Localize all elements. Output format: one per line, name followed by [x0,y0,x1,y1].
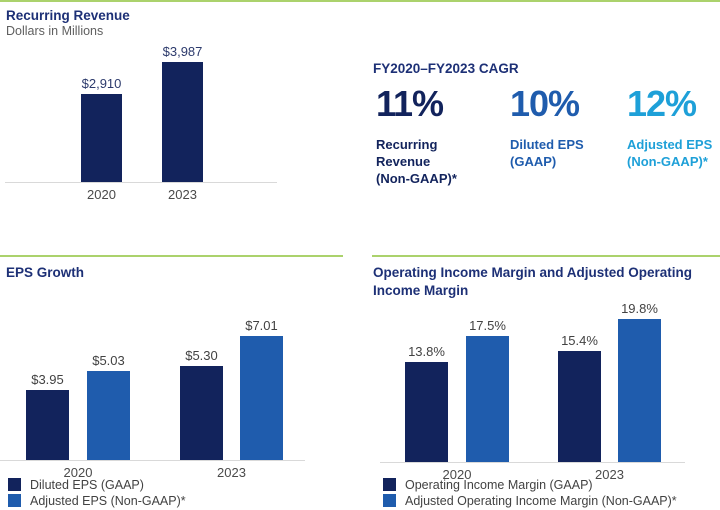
eps-growth-bar-2020-s1 [87,371,130,460]
eps-growth-legend-item: Diluted EPS (GAAP) [8,477,186,492]
cagr-stat-2: 12% Adjusted EPS (Non-GAAP)* [627,86,712,170]
cagr-stat-1: 10% Diluted EPS (GAAP) [510,86,584,170]
eps-growth-value-label: $3.95 [31,372,64,387]
eps-growth-axis-label-2023: 2023 [217,465,246,480]
separator-line-right [372,255,720,257]
eps-growth-bar-2023-s0 [180,366,223,460]
legend-item-label: Adjusted EPS (Non-GAAP)* [30,493,186,508]
recurring-revenue-bar-2023 [162,62,203,182]
cagr-stat-value: 10% [510,83,580,124]
operating-margin-plot-area: 13.8% 17.5% 2020 15.4% 19.8% 2023 [380,301,685,482]
legend-swatch-icon [8,478,21,491]
legend-swatch-icon [383,494,396,507]
legend-item-label: Operating Income Margin (GAAP) [405,477,593,492]
recurring-revenue-axis-label-2020: 2020 [87,187,116,202]
operating-margin-axis-label-2023: 2023 [595,467,624,482]
cagr-stat-label: Diluted EPS (GAAP) [510,137,584,169]
operating-margin-axis-label-2020: 2020 [442,467,472,482]
operating-margin-title: Operating Income Margin and Adjusted Ope… [373,265,693,298]
eps-growth-legend: Diluted EPS (GAAP) Adjusted EPS (Non-GAAP… [8,477,186,509]
operating-margin-legend: Operating Income Margin (GAAP) Adjusted O… [383,477,677,509]
operating-margin-value-label: 17.5% [469,318,506,333]
legend-item-label: Adjusted Operating Income Margin (Non-GA… [405,493,677,508]
eps-growth-plot-area: $3.95 $5.03 2020 $5.30 $7.01 2023 [0,318,305,480]
cagr-stat-value: 12% [627,83,697,124]
cagr-stat-value: 11% [376,83,444,124]
operating-margin-bar-2023-s1 [618,319,661,462]
cagr-header: FY2020–FY2023 CAGR [373,61,519,76]
operating-margin-legend-item: Adjusted Operating Income Margin (Non-GA… [383,493,677,508]
recurring-revenue-bar-2020 [81,94,122,182]
operating-margin-value-label: 15.4% [561,333,598,348]
recurring-revenue-value-label: $2,910 [81,76,122,91]
operating-margin-value-label: 19.8% [621,301,658,316]
recurring-revenue-value-label: $3,987 [162,44,203,59]
separator-line-left [0,255,343,257]
recurring-revenue-title: Recurring Revenue [6,8,130,23]
recurring-revenue-plot-area: $2,910 2020 $3,987 2023 [5,40,277,202]
legend-swatch-icon [383,478,396,491]
eps-growth-value-label: $5.30 [185,348,218,363]
eps-growth-axis-label-2020: 2020 [63,465,93,480]
eps-growth-value-label: $5.03 [92,353,125,368]
operating-margin-legend-item: Operating Income Margin (GAAP) [383,477,677,492]
cagr-stats: 11% Recurring Revenue (Non-GAAP)* 10% Dilut… [376,86,720,196]
cagr-stat-0: 11% Recurring Revenue (Non-GAAP)* [376,86,457,187]
legend-item-label: Diluted EPS (GAAP) [30,477,144,492]
recurring-revenue-axis-label-2023: 2023 [168,187,197,202]
eps-growth-bar-2023-s1 [240,336,283,460]
legend-swatch-icon [8,494,21,507]
top-accent-line [0,0,720,2]
eps-growth-legend-item: Adjusted EPS (Non-GAAP)* [8,493,186,508]
operating-margin-value-label: 13.8% [408,344,445,359]
cagr-stat-label: Recurring Revenue (Non-GAAP)* [376,137,457,186]
cagr-stat-label: Adjusted EPS (Non-GAAP)* [627,137,713,169]
eps-growth-title: EPS Growth [6,265,85,280]
operating-margin-bar-2020-s1 [466,336,509,462]
eps-growth-value-label: $7.01 [245,318,278,333]
eps-growth-bar-2020-s0 [26,390,69,460]
operating-margin-bar-2020-s0 [405,362,448,462]
recurring-revenue-subtitle: Dollars in Millions [6,24,104,38]
operating-margin-bar-2023-s0 [558,351,601,462]
